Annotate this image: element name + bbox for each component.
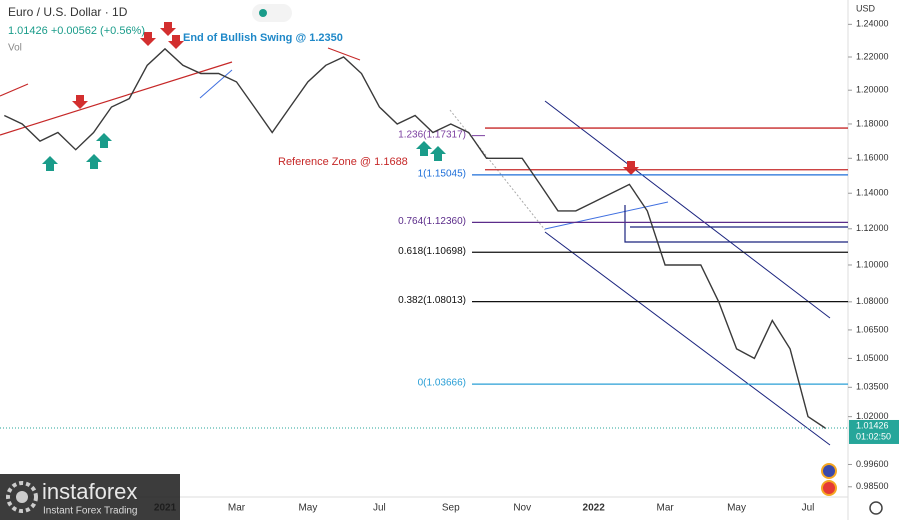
trend-line (0, 83, 29, 97)
trend-line (327, 47, 361, 61)
y-tick-label: 0.98500 (856, 481, 889, 491)
up-arrow (96, 133, 112, 148)
x-tick-label: Jul (373, 503, 386, 514)
fib-label: 1.236(1.17317) (398, 129, 466, 140)
last-price-label: 1.01426 (856, 420, 889, 430)
y-tick-label: 1.16000 (856, 153, 889, 163)
y-tick-label: 1.14000 (856, 188, 889, 198)
channel-upper (544, 100, 831, 319)
y-tick-label: 1.12000 (856, 223, 889, 233)
x-tick-label: Mar (228, 503, 246, 514)
fib-label: 1(1.15045) (418, 169, 466, 180)
y-tick-label: 1.18000 (856, 118, 889, 128)
logo-bg (0, 474, 180, 520)
trend-line (544, 201, 669, 230)
y-tick-label: 1.22000 (856, 51, 889, 61)
y-tick-label: 1.20000 (856, 85, 889, 95)
tagline: Instant Forex Trading (43, 506, 138, 517)
y-tick-label: 1.08000 (856, 296, 889, 306)
down-arrow (160, 22, 176, 36)
currency-label: USD (856, 3, 876, 13)
y-tick-label: 1.10000 (856, 259, 889, 269)
fib-label: 0.618(1.10698) (398, 246, 466, 257)
trend-line (199, 69, 233, 99)
annotation: End of Bullish Swing @ 1.2350 (183, 32, 343, 44)
y-tick-label: 1.06500 (856, 324, 889, 334)
x-tick-label: Nov (513, 503, 531, 514)
down-arrow (140, 32, 156, 46)
status-pill (252, 4, 292, 22)
y-tick-label: 1.03500 (856, 382, 889, 392)
box-line (624, 205, 848, 243)
y-tick-label: 1.05000 (856, 353, 889, 363)
price-line (3, 47, 827, 430)
price-change: 1.01426 +0.00562 (+0.56%) (8, 25, 145, 37)
down-arrow (72, 95, 88, 109)
logo-icon (16, 491, 28, 503)
settings-icon[interactable] (869, 501, 883, 515)
fib-label: 0(1.03666) (418, 378, 466, 389)
volume-label: Vol (8, 43, 22, 54)
fib-label: 0.382(1.08013) (398, 295, 466, 306)
countdown-label: 01:02:50 (856, 431, 891, 441)
down-arrow (623, 161, 639, 175)
annotation: Reference Zone @ 1.1688 (278, 156, 408, 168)
down-arrow (168, 35, 184, 49)
fib-label: 0.764(1.12360) (398, 216, 466, 227)
brand: instaforex (42, 479, 137, 504)
x-tick-label: May (298, 503, 317, 514)
symbol-title: Euro / U.S. Dollar · 1D (8, 5, 128, 19)
x-tick-label: May (727, 503, 746, 514)
logo: instaforex Instant Forex Trading (0, 474, 180, 520)
last-price-box (849, 419, 899, 444)
status-dot (259, 9, 267, 17)
y-tick-label: 1.24000 (856, 19, 889, 29)
up-arrow (416, 141, 432, 156)
x-tick-label: Jul (802, 503, 815, 514)
trend-line (0, 61, 233, 136)
channel-lower (544, 231, 831, 446)
event-icon[interactable] (821, 480, 837, 496)
y-tick-label: 0.99600 (856, 459, 889, 469)
event-icon[interactable] (821, 463, 837, 479)
y-tick-label: 1.02000 (856, 411, 889, 421)
x-tick-label: Sep (442, 503, 460, 514)
logo-icon (6, 481, 38, 513)
up-arrow (42, 156, 58, 171)
up-arrow (430, 146, 446, 161)
x-tick-label: Mar (657, 503, 675, 514)
x-tick-label: 2022 (583, 503, 606, 514)
up-arrow (86, 154, 102, 169)
arrows (42, 22, 639, 175)
